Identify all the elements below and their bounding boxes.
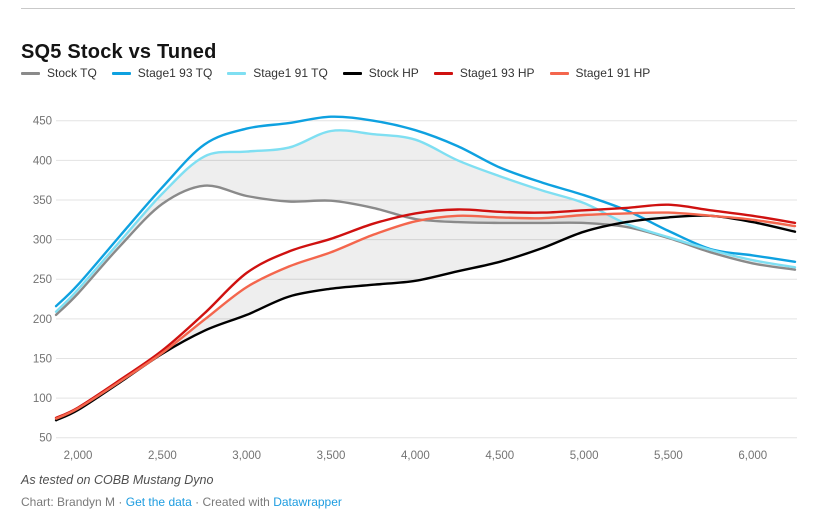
y-tick-label: 200 [33, 314, 52, 326]
y-tick-label: 400 [33, 155, 52, 167]
legend-label: Stock HP [368, 66, 419, 80]
x-tick-label: 3,000 [232, 450, 261, 462]
legend-label: Stock TQ [47, 66, 97, 80]
legend-swatch-icon [227, 71, 247, 75]
created-with-text: Created with [202, 495, 270, 509]
legend-swatch-icon [342, 71, 362, 75]
x-tick-label: 2,500 [148, 450, 177, 462]
x-tick-label: 2,000 [64, 450, 93, 462]
legend-item-stage1-91-tq[interactable]: Stage1 91 TQ [227, 66, 328, 80]
line-stage1-91-hp[interactable] [54, 211, 797, 420]
band-stage1-91-hp-vs-stock [56, 212, 796, 421]
legend-swatch-icon [111, 71, 131, 75]
x-tick-label: 5,000 [570, 450, 599, 462]
get-data-link[interactable]: Get the data [125, 495, 192, 509]
y-tick-label: 100 [33, 393, 52, 405]
x-tick-label: 4,500 [485, 450, 514, 462]
y-tick-label: 300 [33, 235, 52, 247]
line-stage1-91-tq[interactable] [54, 129, 797, 313]
legend-swatch-icon [549, 71, 569, 75]
legend-label: Stage1 93 TQ [137, 66, 213, 80]
x-tick-label: 6,000 [738, 450, 767, 462]
x-tick-label: 4,000 [401, 450, 430, 462]
top-divider [21, 8, 795, 9]
chart-byline: Chart: Brandyn M · Get the data · Create… [21, 495, 342, 509]
line-stage1-93-hp[interactable] [54, 203, 797, 420]
y-tick-label: 150 [33, 353, 52, 365]
y-tick-label: 350 [33, 195, 52, 207]
x-tick-label: 3,500 [317, 450, 346, 462]
separator-dot: · [118, 495, 123, 509]
legend-swatch-icon [21, 71, 40, 75]
legend-label: Stage1 91 TQ [253, 66, 328, 80]
legend-item-stage1-91-hp[interactable]: Stage1 91 HP [549, 66, 651, 80]
legend-label: Stage1 93 HP [459, 66, 535, 80]
legend-item-stage1-93-hp[interactable]: Stage1 93 HP [433, 66, 535, 80]
legend-item-stock-tq[interactable]: Stock TQ [21, 66, 97, 80]
legend-label: Stage1 91 HP [575, 66, 651, 80]
legend-item-stage1-93-tq[interactable]: Stage1 93 TQ [111, 66, 213, 80]
legend-swatch-icon [433, 71, 453, 75]
chart-legend: Stock TQ Stage1 93 TQ Stage1 91 TQ Stock HP… [21, 66, 650, 80]
legend-item-stock-hp[interactable]: Stock HP [342, 66, 419, 80]
chart-note: As tested on COBB Mustang Dyno [21, 473, 214, 487]
y-tick-label: 250 [33, 274, 52, 286]
y-tick-label: 450 [33, 116, 52, 128]
x-tick-label: 5,500 [654, 450, 683, 462]
y-tick-label: 50 [39, 433, 52, 445]
byline-label: Chart: [21, 495, 54, 509]
byline-name: Brandyn M [57, 495, 116, 509]
line-stage1-93-tq[interactable] [54, 115, 797, 308]
band-stage1-91-tq-vs-stock [56, 130, 796, 315]
page-title: SQ5 Stock vs Tuned [21, 41, 217, 64]
separator-dot: · [195, 495, 200, 509]
datawrapper-link[interactable]: Datawrapper [273, 495, 342, 509]
